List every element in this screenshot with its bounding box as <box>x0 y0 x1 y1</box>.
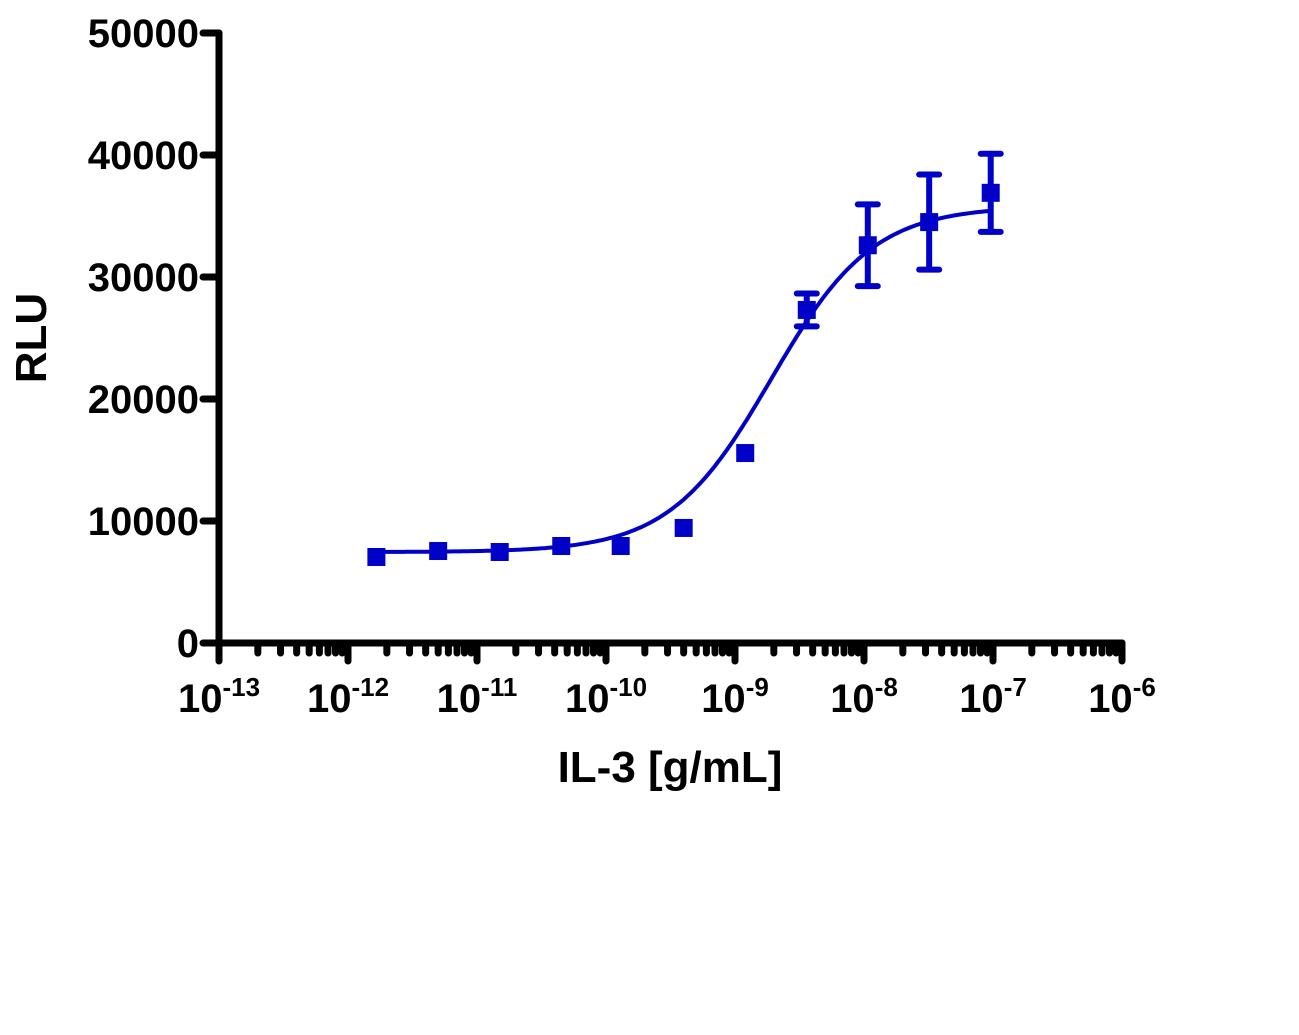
y-tick-label: 20000 <box>88 378 199 422</box>
data-point-marker <box>674 518 693 537</box>
data-point-marker <box>736 444 755 463</box>
x-tick-label: 10-12 <box>307 672 389 721</box>
x-tick-label: 10-6 <box>1088 672 1156 721</box>
x-axis-title: IL-3 [g/mL] <box>558 743 783 792</box>
data-point-marker <box>490 542 509 561</box>
x-tick-label: 10-13 <box>178 672 260 721</box>
x-tick-label: 10-7 <box>959 672 1027 721</box>
data-point-marker <box>611 537 630 556</box>
x-tick-label: 10-11 <box>437 672 518 721</box>
data-point-marker <box>797 300 816 319</box>
data-markers <box>367 183 1000 566</box>
y-axis: 0 10000 20000 30000 40000 50000 <box>88 12 223 666</box>
data-point-marker <box>920 213 939 232</box>
y-axis-title: RLU <box>7 293 56 383</box>
y-tick-label: 30000 <box>88 256 199 300</box>
x-tick-label: 10-8 <box>830 672 898 721</box>
x-axis: 10-13 10-12 10-11 10-10 10-9 10-8 10-7 10-6 <box>178 639 1156 721</box>
y-tick-label: 10000 <box>88 500 199 544</box>
data-point-marker <box>367 547 386 566</box>
y-tick-label: 0 <box>177 622 199 666</box>
data-point-marker <box>981 183 1000 202</box>
data-point-marker <box>429 542 448 561</box>
data-point-marker <box>858 236 877 255</box>
data-point-marker <box>552 537 571 556</box>
error-bars <box>793 150 1004 330</box>
fit-curve <box>376 208 991 554</box>
x-tick-label: 10-9 <box>701 672 769 721</box>
y-tick-label: 40000 <box>88 134 199 178</box>
x-tick-label: 10-10 <box>565 672 647 721</box>
y-tick-label: 50000 <box>88 12 199 56</box>
